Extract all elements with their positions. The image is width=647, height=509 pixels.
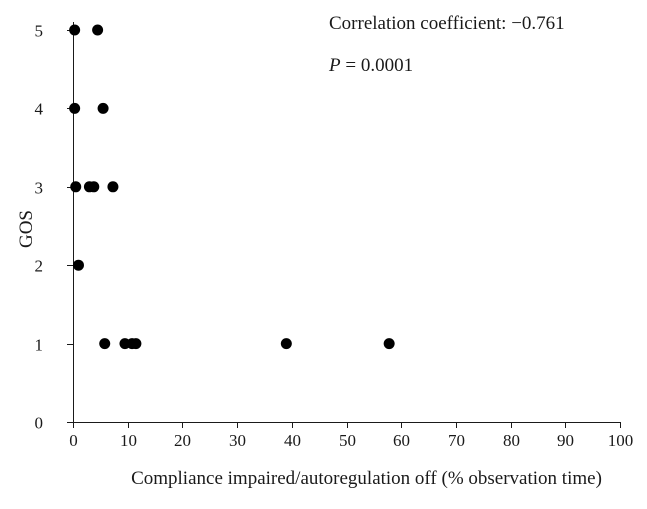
x-tick-label: 90 xyxy=(557,431,574,450)
y-tick-label: 4 xyxy=(35,100,44,119)
x-tick-label: 60 xyxy=(393,431,410,450)
y-tick-label: 3 xyxy=(35,179,44,198)
data-point xyxy=(92,24,104,36)
data-point xyxy=(70,181,82,193)
data-point xyxy=(99,338,111,350)
x-axis-title: Compliance impaired/autoregulation off (… xyxy=(131,468,602,489)
data-point xyxy=(383,338,395,350)
y-tick-label: 0 xyxy=(35,414,44,433)
y-tick-label: 2 xyxy=(35,257,44,276)
data-point xyxy=(97,102,109,114)
y-axis-ticks: 0 1 2 3 4 5 xyxy=(35,22,73,433)
y-tick-label: 1 xyxy=(35,336,44,355)
p-label: P xyxy=(328,55,341,76)
y-axis-title: GOS xyxy=(16,210,37,248)
data-points xyxy=(69,24,395,350)
data-point xyxy=(107,181,119,193)
x-tick-label: 100 xyxy=(608,431,634,450)
x-tick-label: 40 xyxy=(284,431,301,450)
p-value-annotation: P = 0.0001 xyxy=(328,55,413,76)
x-tick-label: 70 xyxy=(448,431,465,450)
x-tick-label: 10 xyxy=(120,431,137,450)
data-point xyxy=(72,259,84,271)
data-point xyxy=(88,181,100,193)
x-tick-label: 80 xyxy=(503,431,520,450)
p-value: = 0.0001 xyxy=(341,55,413,76)
x-tick-label: 50 xyxy=(339,431,356,450)
correlation-annotation: Correlation coefficient: −0.761 xyxy=(329,13,565,34)
data-point xyxy=(130,338,142,350)
x-tick-label: 30 xyxy=(229,431,246,450)
data-point xyxy=(69,102,81,114)
x-tick-label: 0 xyxy=(69,431,78,450)
data-point xyxy=(280,338,292,350)
axes: 0 10 20 30 40 50 60 70 80 90 100 0 1 2 3 4 5 xyxy=(35,22,634,451)
x-axis-ticks: 0 10 20 30 40 50 60 70 80 90 100 xyxy=(69,422,633,450)
data-point xyxy=(69,24,81,36)
x-tick-label: 20 xyxy=(174,431,191,450)
y-tick-label: 5 xyxy=(35,22,44,41)
